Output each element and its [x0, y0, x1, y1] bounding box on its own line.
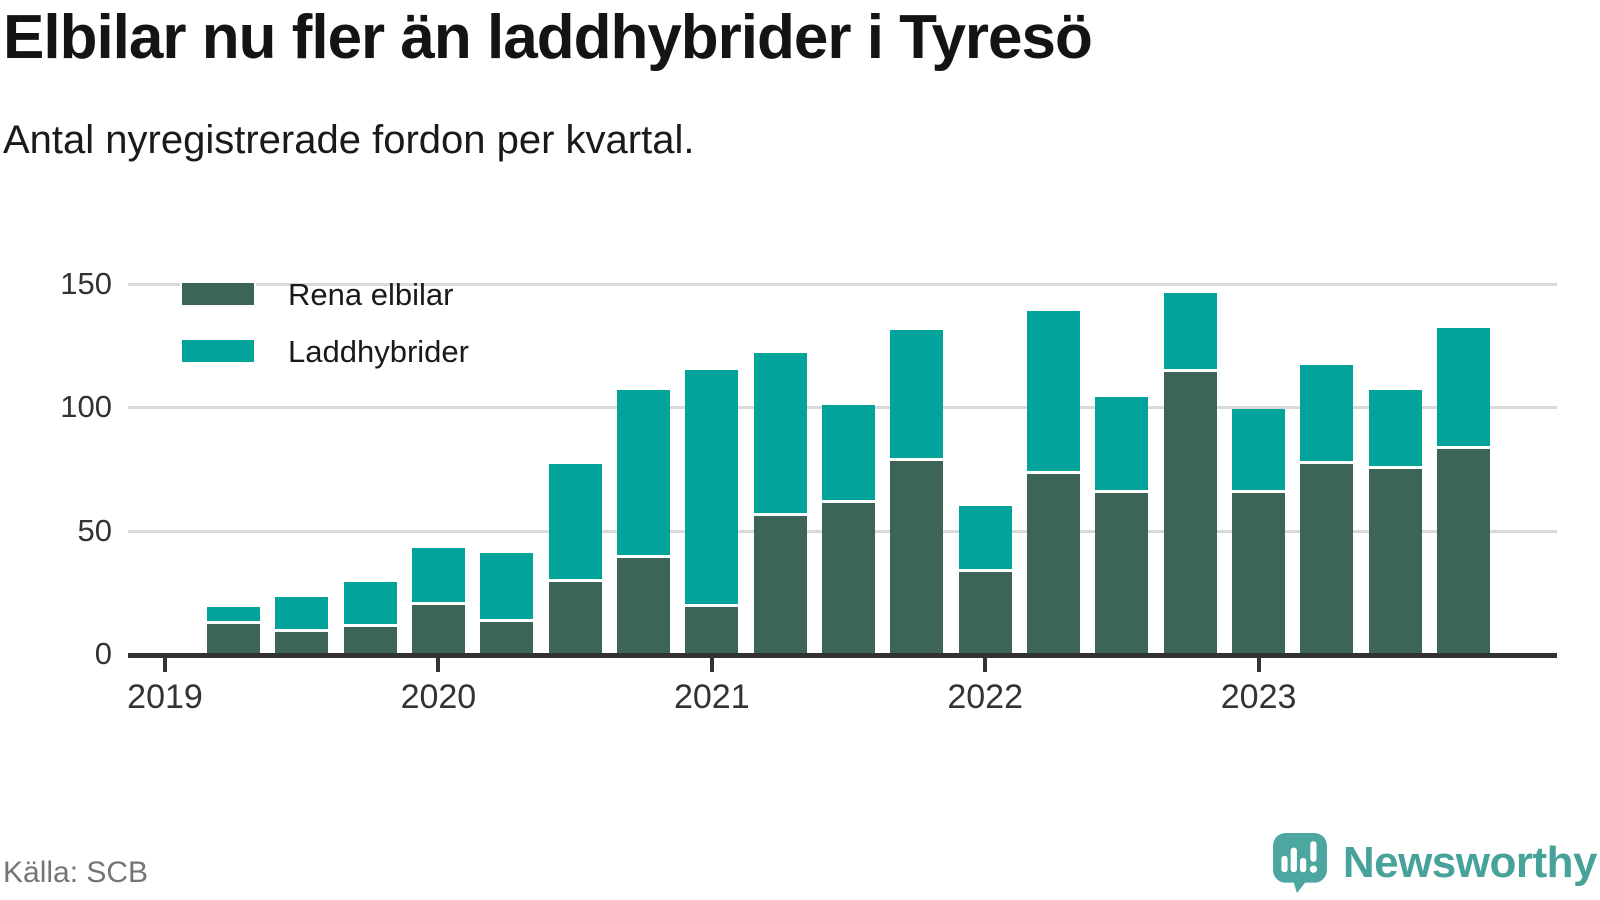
bar-segment-rena-elbilar [958, 572, 1012, 654]
newsworthy-brand-link[interactable]: Newsworthy [1272, 832, 1598, 894]
bar-segment-laddhybrider [1095, 397, 1149, 494]
bar-segment-laddhybrider [958, 505, 1012, 573]
bar-segment-rena-elbilar [685, 607, 739, 654]
bar-segment-laddhybrider [411, 547, 465, 605]
bar-segment-rena-elbilar [1232, 493, 1286, 654]
bar-segment-rena-elbilar [343, 626, 397, 654]
bar-segment-rena-elbilar [548, 582, 602, 654]
bar-segment-laddhybrider [753, 352, 807, 516]
logo-bar-2 [1290, 847, 1297, 873]
x-axis-line [128, 653, 1557, 658]
bar-segment-rena-elbilar [616, 557, 670, 654]
brand-name: Newsworthy [1342, 838, 1598, 887]
logo-exclamation-dot [1309, 865, 1317, 873]
bar-segment-laddhybrider [1437, 327, 1491, 449]
bar-segment-rena-elbilar [1368, 468, 1422, 654]
legend-label: Laddhybrider [288, 334, 469, 369]
page-subtitle: Antal nyregistrerade fordon per kvartal. [3, 118, 695, 162]
bar-segment-rena-elbilar [1027, 473, 1081, 654]
logo-bar-3 [1299, 857, 1307, 873]
bar-segment-laddhybrider [343, 582, 397, 627]
x-tick-label: 2023 [1220, 678, 1297, 716]
gridline-150 [128, 282, 1557, 286]
x-axis-tick [163, 658, 167, 672]
bar-segment-laddhybrider [685, 369, 739, 608]
x-axis-tick [983, 658, 988, 672]
bar-segment-rena-elbilar [753, 515, 807, 654]
x-tick-label: 2020 [400, 678, 477, 716]
x-tick-label: 2021 [673, 678, 750, 716]
legend-swatch-rena-elbilar [182, 283, 254, 305]
bar-segment-laddhybrider [480, 552, 534, 622]
source-attribution: Källa: SCB [3, 856, 149, 889]
bar-segment-rena-elbilar [1095, 493, 1149, 654]
bar-segment-laddhybrider [1300, 365, 1354, 464]
bar-segment-rena-elbilar [1163, 372, 1217, 654]
newsworthy-speech-bubble-icon [1272, 833, 1327, 893]
bar-segment-rena-elbilar [890, 461, 944, 654]
logo-bar-1 [1281, 855, 1288, 873]
bar-segment-laddhybrider [275, 597, 329, 632]
logo-exclamation-stem [1310, 841, 1317, 862]
bar-segment-rena-elbilar [480, 621, 534, 654]
bar-segment-laddhybrider [1027, 310, 1081, 474]
y-tick-label: 150 [60, 265, 112, 301]
x-axis-tick [436, 658, 441, 672]
legend-label: Rena elbilar [288, 277, 454, 312]
bar-segment-rena-elbilar [411, 604, 465, 654]
y-tick-label: 0 [94, 636, 112, 671]
x-axis-tick [709, 658, 714, 672]
bar-segment-rena-elbilar [275, 631, 329, 654]
bar-segment-rena-elbilar [206, 624, 260, 654]
x-tick-label: 2022 [947, 678, 1023, 716]
bar-segment-rena-elbilar [822, 503, 875, 654]
bar-segment-rena-elbilar [1437, 448, 1491, 654]
bar-segment-laddhybrider [616, 389, 670, 558]
y-tick-label: 50 [77, 512, 112, 548]
bar-segment-laddhybrider [822, 404, 875, 504]
bar-segment-laddhybrider [1232, 409, 1286, 494]
bar-segment-laddhybrider [1368, 389, 1422, 469]
x-tick-label: 2019 [127, 678, 203, 716]
bar-segment-laddhybrider [890, 330, 944, 462]
legend-swatch-laddhybrider [182, 340, 254, 362]
y-tick-label: 100 [60, 389, 112, 424]
page-title: Elbilar nu fler än laddhybrider i Tyresö [3, 3, 1093, 72]
bar-segment-rena-elbilar [1300, 463, 1354, 654]
x-axis-tick [1256, 658, 1261, 672]
bar-segment-laddhybrider [1163, 293, 1217, 373]
bar-segment-laddhybrider [206, 607, 260, 625]
bar-segment-laddhybrider [548, 463, 602, 583]
